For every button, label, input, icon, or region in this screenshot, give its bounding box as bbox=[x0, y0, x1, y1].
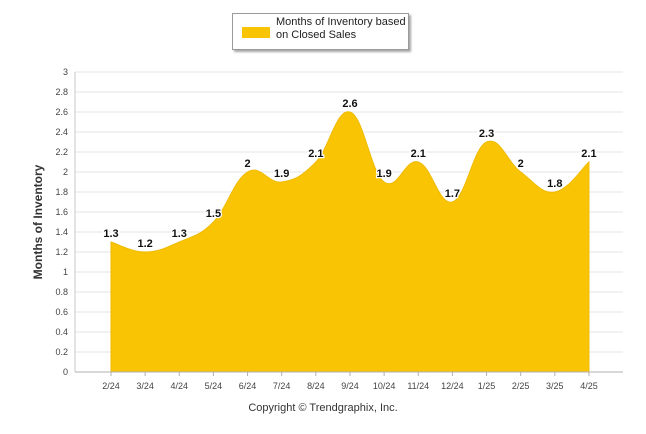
legend-swatch bbox=[242, 27, 270, 38]
data-label: 2.1 bbox=[411, 148, 426, 160]
data-label: 2.6 bbox=[342, 98, 357, 110]
data-label: 2.1 bbox=[581, 148, 596, 160]
x-tick-label: 6/24 bbox=[239, 381, 257, 391]
y-tick-labels: 0 0.2 0.4 0.6 0.8 1 1.2 1.4 1.6 1.8 2 2.2 2.4 2.6 2.8 3 bbox=[55, 67, 68, 377]
y-tick-label: 1.4 bbox=[55, 227, 68, 237]
y-tick-label: 1.6 bbox=[55, 207, 68, 217]
x-tick-label: 9/24 bbox=[341, 381, 359, 391]
y-tick-label: 0.6 bbox=[55, 307, 68, 317]
legend-label: Months of Inventory based on Closed Sale… bbox=[276, 16, 406, 41]
x-tick-label: 4/25 bbox=[580, 381, 598, 391]
x-tick-label: 4/24 bbox=[171, 381, 189, 391]
y-tick-label: 2.2 bbox=[55, 147, 68, 157]
x-tick-label: 12/24 bbox=[441, 381, 464, 391]
data-label: 2.3 bbox=[479, 128, 494, 140]
data-labels: 1.3 1.2 1.3 1.5 2 1.9 2.1 2.6 1.9 2.1 1.7 2.3 2 1.8 2.… bbox=[102, 97, 598, 252]
data-label: 2.1 bbox=[308, 148, 323, 160]
data-label: 1.9 bbox=[274, 168, 289, 180]
area-series bbox=[110, 111, 590, 373]
y-tick-label: 0 bbox=[63, 367, 68, 377]
data-label: 1.9 bbox=[376, 168, 391, 180]
y-tick-label: 0.8 bbox=[55, 287, 68, 297]
legend: Months of Inventory based on Closed Sale… bbox=[232, 13, 409, 50]
data-label: 1.2 bbox=[137, 238, 152, 250]
data-label: 1.8 bbox=[547, 178, 562, 190]
y-tick-label: 2.8 bbox=[55, 87, 68, 97]
y-tick-label: 1.2 bbox=[55, 247, 68, 257]
data-label: 2 bbox=[244, 158, 250, 170]
y-tick-label: 0.2 bbox=[55, 347, 68, 357]
data-label: 1.3 bbox=[172, 228, 187, 240]
y-tick-label: 1.8 bbox=[55, 187, 68, 197]
x-tick-label: 3/25 bbox=[546, 381, 564, 391]
x-tick-label: 3/24 bbox=[136, 381, 154, 391]
y-tick-label: 2.4 bbox=[55, 127, 68, 137]
copyright-footer: Copyright © Trendgraphix, Inc. bbox=[248, 402, 398, 414]
area-fill bbox=[110, 111, 590, 373]
x-tick-label: 11/24 bbox=[407, 381, 429, 391]
y-tick-label: 3 bbox=[63, 67, 68, 77]
y-tick-label: 0.4 bbox=[55, 327, 68, 337]
x-tick-label: 7/24 bbox=[273, 381, 291, 391]
y-tick-label: 2 bbox=[63, 167, 68, 177]
y-axis-title: Months of Inventory bbox=[31, 164, 45, 280]
data-label: 1.7 bbox=[445, 188, 460, 200]
data-label: 1.5 bbox=[206, 208, 221, 220]
x-tick-label: 2/24 bbox=[102, 381, 120, 391]
x-tick-label: 10/24 bbox=[373, 381, 396, 391]
y-tick-label: 2.6 bbox=[55, 107, 68, 117]
x-tick-label: 8/24 bbox=[307, 381, 325, 391]
x-tick-label: 5/24 bbox=[205, 381, 223, 391]
y-tick-label: 1 bbox=[63, 267, 68, 277]
x-tick-labels: 2/24 3/24 4/24 5/24 6/24 7/24 8/24 9/24 10/24 11/… bbox=[102, 372, 598, 391]
x-tick-label: 1/25 bbox=[478, 381, 496, 391]
data-label: 1.3 bbox=[103, 228, 118, 240]
data-label: 2 bbox=[518, 158, 524, 170]
x-tick-label: 2/25 bbox=[512, 381, 530, 391]
axes bbox=[74, 72, 623, 373]
